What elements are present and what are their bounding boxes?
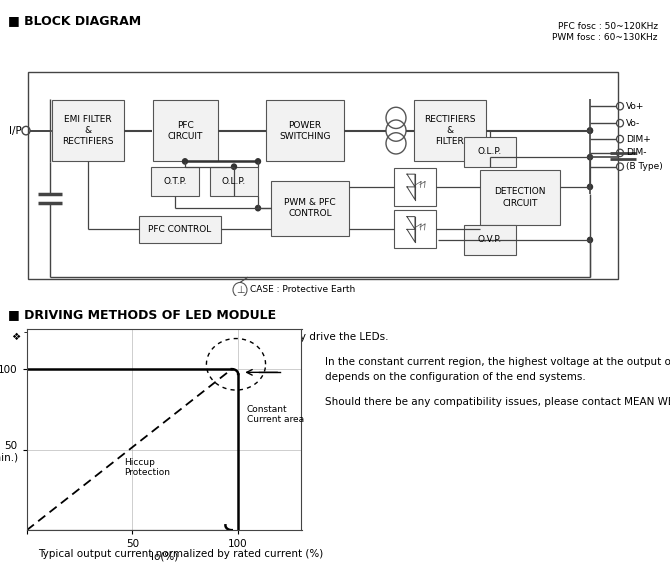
Text: CASE : Protective Earth: CASE : Protective Earth <box>250 285 355 294</box>
Text: ⊥: ⊥ <box>236 285 245 295</box>
Text: (B Type): (B Type) <box>626 162 663 171</box>
Text: ■ BLOCK DIAGRAM: ■ BLOCK DIAGRAM <box>8 14 141 27</box>
Text: PFC
CIRCUIT: PFC CIRCUIT <box>168 121 203 141</box>
Bar <box>271 180 349 236</box>
Circle shape <box>255 159 261 164</box>
Text: O.L.P.: O.L.P. <box>222 177 246 186</box>
Bar <box>266 100 344 162</box>
Text: In the constant current region, the highest voltage at the output of the driver: In the constant current region, the high… <box>325 357 670 367</box>
Text: Vo+: Vo+ <box>626 101 645 111</box>
Text: ❖ This series works in constant current mode to directly drive the LEDs.: ❖ This series works in constant current … <box>12 332 389 341</box>
Text: POWER
SWITCHING: POWER SWITCHING <box>279 121 331 141</box>
Bar <box>394 168 436 206</box>
Text: Typical output current normalized by rated current (%): Typical output current normalized by rat… <box>38 549 323 559</box>
Circle shape <box>588 128 592 133</box>
Text: O.T.P.: O.T.P. <box>163 177 187 186</box>
Circle shape <box>255 205 261 211</box>
Text: DIM-: DIM- <box>626 149 647 158</box>
Bar <box>480 170 560 225</box>
Text: RECTIFIERS
&
FILTER: RECTIFIERS & FILTER <box>424 115 476 146</box>
Bar <box>414 100 486 162</box>
Bar <box>464 225 516 255</box>
Circle shape <box>588 128 592 133</box>
Circle shape <box>588 184 592 189</box>
Text: PFC fosc : 50~120KHz
PWM fosc : 60~130KHz: PFC fosc : 50~120KHz PWM fosc : 60~130KH… <box>553 22 658 42</box>
Bar <box>151 167 199 196</box>
Circle shape <box>588 238 592 243</box>
Text: Hiccup
Protection: Hiccup Protection <box>124 458 170 477</box>
Text: I/P: I/P <box>9 126 22 136</box>
Text: O.V.P.: O.V.P. <box>478 235 502 244</box>
Bar <box>139 215 221 243</box>
Text: Constant
Current area: Constant Current area <box>247 404 304 424</box>
Text: PWM & PFC
CONTROL: PWM & PFC CONTROL <box>284 198 336 218</box>
Text: PFC CONTROL: PFC CONTROL <box>148 225 212 234</box>
X-axis label: Io(%): Io(%) <box>151 552 178 562</box>
Text: Vo-: Vo- <box>626 119 641 128</box>
Bar <box>153 100 218 162</box>
Bar <box>52 100 124 162</box>
Bar <box>28 72 618 280</box>
Text: DIM+: DIM+ <box>626 134 651 143</box>
Circle shape <box>588 154 592 160</box>
Text: DETECTION
CIRCUIT: DETECTION CIRCUIT <box>494 188 546 208</box>
Text: Should there be any compatibility issues, please contact MEAN WELL.: Should there be any compatibility issues… <box>325 397 670 407</box>
Bar <box>210 167 258 196</box>
Bar <box>464 137 516 167</box>
Circle shape <box>182 159 188 164</box>
Text: O.L.P.: O.L.P. <box>478 147 502 156</box>
Text: depends on the configuration of the end systems.: depends on the configuration of the end … <box>325 371 586 382</box>
Text: EMI FILTER
&
RECTIFIERS: EMI FILTER & RECTIFIERS <box>62 115 114 146</box>
Circle shape <box>232 164 237 170</box>
Text: ■ DRIVING METHODS OF LED MODULE: ■ DRIVING METHODS OF LED MODULE <box>8 308 276 321</box>
Bar <box>394 210 436 248</box>
